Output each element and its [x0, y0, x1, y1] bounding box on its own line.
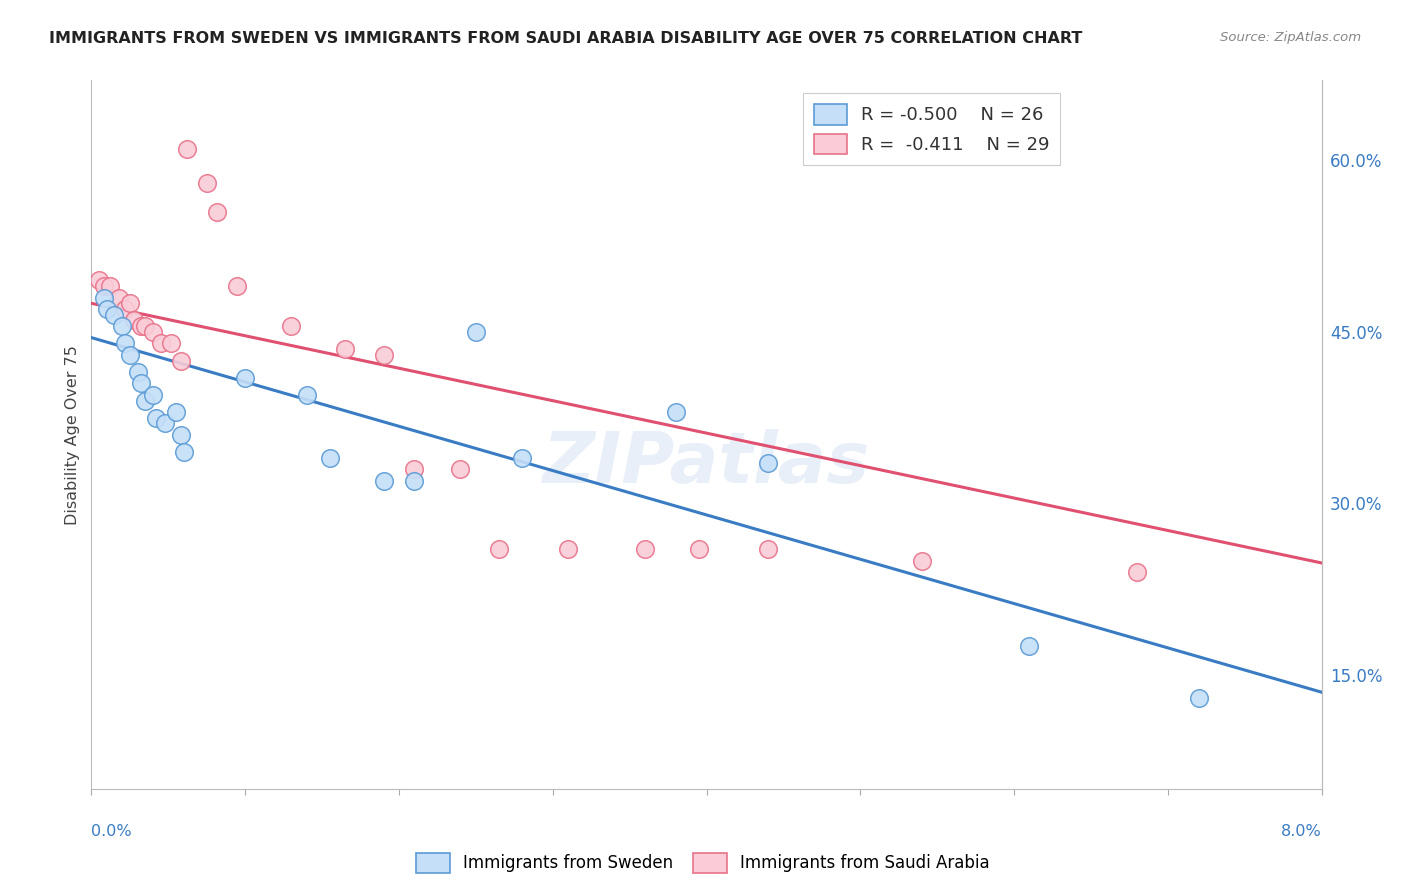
- Point: [464, 325, 486, 339]
- Point: [129, 319, 152, 334]
- Point: [114, 336, 136, 351]
- Point: [127, 365, 149, 379]
- Point: [118, 348, 141, 362]
- Point: [103, 308, 125, 322]
- Point: [134, 393, 156, 408]
- Point: [756, 457, 779, 471]
- Point: [233, 370, 256, 384]
- Point: [1187, 690, 1209, 705]
- Point: [634, 542, 657, 557]
- Point: [1126, 565, 1149, 579]
- Point: [114, 301, 136, 316]
- Point: [295, 388, 318, 402]
- Point: [169, 353, 191, 368]
- Point: [160, 336, 183, 351]
- Point: [557, 542, 579, 557]
- Point: [134, 319, 156, 334]
- Point: [207, 204, 229, 219]
- Point: [404, 474, 426, 488]
- Point: [665, 405, 688, 419]
- Text: Source: ZipAtlas.com: Source: ZipAtlas.com: [1220, 31, 1361, 45]
- Point: [756, 542, 779, 557]
- Text: 0.0%: 0.0%: [91, 824, 132, 838]
- Legend: R = -0.500    N = 26, R =  -0.411    N = 29: R = -0.500 N = 26, R = -0.411 N = 29: [803, 93, 1060, 165]
- Point: [142, 325, 165, 339]
- Point: [96, 301, 118, 316]
- Point: [124, 313, 146, 327]
- Point: [1018, 640, 1040, 654]
- Point: [129, 376, 152, 391]
- Point: [195, 176, 218, 190]
- Point: [142, 388, 165, 402]
- Point: [226, 279, 249, 293]
- Point: [108, 291, 131, 305]
- Point: [173, 445, 195, 459]
- Legend: Immigrants from Sweden, Immigrants from Saudi Arabia: Immigrants from Sweden, Immigrants from …: [409, 847, 997, 880]
- Point: [488, 542, 510, 557]
- Point: [149, 336, 172, 351]
- Point: [176, 142, 198, 156]
- Point: [145, 410, 167, 425]
- Point: [118, 296, 141, 310]
- Point: [87, 273, 110, 287]
- Point: [373, 348, 395, 362]
- Text: IMMIGRANTS FROM SWEDEN VS IMMIGRANTS FROM SAUDI ARABIA DISABILITY AGE OVER 75 CO: IMMIGRANTS FROM SWEDEN VS IMMIGRANTS FRO…: [49, 31, 1083, 46]
- Point: [93, 279, 115, 293]
- Point: [449, 462, 471, 476]
- Point: [510, 450, 533, 465]
- Point: [169, 428, 191, 442]
- Point: [688, 542, 710, 557]
- Y-axis label: Disability Age Over 75: Disability Age Over 75: [65, 345, 80, 524]
- Point: [373, 474, 395, 488]
- Point: [911, 554, 934, 568]
- Point: [280, 319, 302, 334]
- Point: [98, 279, 121, 293]
- Point: [165, 405, 187, 419]
- Point: [93, 291, 115, 305]
- Text: ZIPatlas: ZIPatlas: [543, 429, 870, 498]
- Point: [111, 319, 134, 334]
- Point: [153, 417, 177, 431]
- Point: [333, 342, 356, 356]
- Point: [319, 450, 342, 465]
- Text: 8.0%: 8.0%: [1281, 824, 1322, 838]
- Point: [404, 462, 426, 476]
